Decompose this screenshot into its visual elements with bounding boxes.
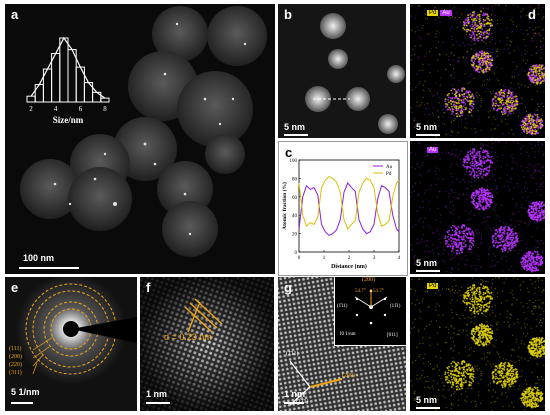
x-axis-label: Distance (nm) bbox=[331, 263, 367, 270]
panel-d3-scale-bar bbox=[416, 407, 440, 409]
y-tick-label: 80 bbox=[292, 177, 298, 182]
legend-label: Au bbox=[386, 165, 393, 170]
panel-c-line-profile: c 0 1 2 3 4 0 20 40 60 80 100 Distance (nm) Atomic f… bbox=[278, 141, 408, 276]
panel-f-scale-bar bbox=[146, 402, 170, 404]
panel-b-stem: b 5 nm bbox=[278, 4, 406, 138]
panel-d1-scale-label: 5 nm bbox=[416, 122, 438, 132]
panel-b-image bbox=[305, 13, 405, 134]
x-tick-label: 0 bbox=[298, 256, 301, 261]
panel-b-scale-bar bbox=[284, 134, 308, 136]
hist-fit-curve bbox=[30, 36, 106, 99]
panel-g-scale-label: 1 nm bbox=[284, 389, 306, 399]
hist-bar bbox=[26, 95, 36, 103]
panel-d3-scale-label: 5 nm bbox=[416, 395, 438, 405]
hrtem-lattice bbox=[140, 277, 274, 411]
panel-g-hrtem: (200) 54.7° 54.7° (1̄11) (11̄1) 10 1/nm … bbox=[278, 277, 406, 411]
series-pd-line bbox=[298, 175, 400, 230]
panel-e-label: e bbox=[11, 280, 19, 295]
fft-zone-axis: [011] bbox=[387, 333, 398, 338]
panel-f-label: f bbox=[146, 280, 151, 295]
panel-e-scale-label: 5 1/nm bbox=[11, 387, 40, 397]
d-spacing-label: d = 0.23 nm bbox=[164, 332, 212, 342]
panel-c-label: c bbox=[285, 145, 293, 160]
map-pd bbox=[410, 277, 545, 411]
ring-311: (311) bbox=[9, 370, 22, 376]
panel-g-label: g bbox=[284, 280, 292, 295]
fft-left-label: (1̄11) bbox=[337, 304, 348, 309]
panel-d2-scale-label: 5 nm bbox=[416, 258, 438, 268]
fft-angle-left: 54.7° bbox=[355, 289, 366, 294]
fft-right-label: (11̄1) bbox=[390, 304, 401, 309]
hist-tick-label: 6 bbox=[79, 105, 83, 113]
panel-e-scale-bar bbox=[11, 402, 33, 404]
panel-g-scale-bar bbox=[284, 402, 304, 404]
panel-b-scale-label: 5 nm bbox=[284, 122, 306, 132]
x-tick-label: 2 bbox=[348, 256, 351, 261]
x-tick-label: 4 bbox=[398, 256, 401, 261]
panel-a-scale-label: 100 nm bbox=[23, 253, 55, 263]
ring-111: (111) bbox=[9, 346, 22, 352]
panel-d2-scale-bar bbox=[416, 270, 440, 272]
panel-a-haadf-stem: a 2 4 6 8 Size/nm 100 nm bbox=[5, 4, 275, 274]
fft-inset: (200) 54.7° 54.7° (1̄11) (11̄1) 10 1/nm … bbox=[334, 277, 406, 346]
fft-angle-right: 54.7° bbox=[373, 289, 384, 294]
legend-label: Pd bbox=[386, 172, 392, 177]
map-au-pd-overlay bbox=[410, 4, 545, 138]
legend-au-only: Au bbox=[427, 147, 439, 153]
y-tick-label: 100 bbox=[290, 159, 298, 164]
hist-bar bbox=[100, 97, 110, 103]
fft-scale-label: 10 1/nm bbox=[339, 332, 356, 337]
map-au bbox=[410, 141, 545, 274]
panel-b-label: b bbox=[284, 7, 292, 22]
g-label-1: (1̄11) bbox=[286, 351, 299, 357]
panel-f-hrtem: f d = 0.23 nm 1 nm bbox=[140, 277, 274, 411]
fft-pattern bbox=[354, 289, 388, 325]
panel-d-map-au: Au 5 nm bbox=[410, 141, 545, 274]
y-tick-label: 60 bbox=[292, 196, 298, 201]
x-tick-label: 3 bbox=[373, 256, 376, 261]
legend-pd-only: Pd bbox=[427, 283, 439, 289]
ring-200: (200) bbox=[9, 354, 22, 360]
panel-a-label: a bbox=[11, 7, 19, 22]
panel-e-saed: e (111) (200) (220) (311) 5 1/nm bbox=[5, 277, 137, 411]
hist-bar bbox=[51, 53, 61, 103]
chart-frame bbox=[298, 159, 400, 253]
legend-pd: Pd bbox=[427, 10, 439, 16]
y-axis-label: Atomic fraction (%) bbox=[281, 182, 288, 230]
g-label-200: (200) bbox=[342, 373, 355, 379]
series-au-line bbox=[298, 182, 400, 237]
fft-top-label: (200) bbox=[362, 277, 375, 283]
y-tick-label: 20 bbox=[292, 233, 298, 238]
panel-d-map-pd: Pd 5 nm bbox=[410, 277, 545, 411]
y-tick-label: 40 bbox=[292, 214, 298, 219]
hist-bar bbox=[34, 84, 44, 103]
hist-tick-label: 8 bbox=[103, 105, 107, 113]
y-tick-label: 0 bbox=[295, 251, 298, 256]
saed-pattern bbox=[16, 277, 137, 384]
panel-d-map-overlay: d Pd Au 5 nm bbox=[410, 4, 545, 138]
panel-f-scale-label: 1 nm bbox=[146, 389, 168, 399]
panel-d1-scale-bar bbox=[416, 134, 440, 136]
hist-bar bbox=[59, 37, 69, 103]
hist-tick-label: 4 bbox=[54, 105, 58, 113]
legend-au: Au bbox=[440, 10, 452, 16]
hist-tick-label: 2 bbox=[29, 105, 33, 113]
hist-bar bbox=[67, 49, 77, 103]
size-histogram: 2 4 6 8 Size/nm bbox=[26, 36, 110, 125]
panel-d-label: d bbox=[528, 7, 536, 22]
ring-220: (220) bbox=[9, 362, 22, 368]
panel-a-image bbox=[20, 6, 267, 257]
panel-a-scale-bar bbox=[19, 267, 79, 269]
x-tick-label: 1 bbox=[323, 256, 326, 261]
hist-x-label: Size/nm bbox=[53, 115, 84, 125]
